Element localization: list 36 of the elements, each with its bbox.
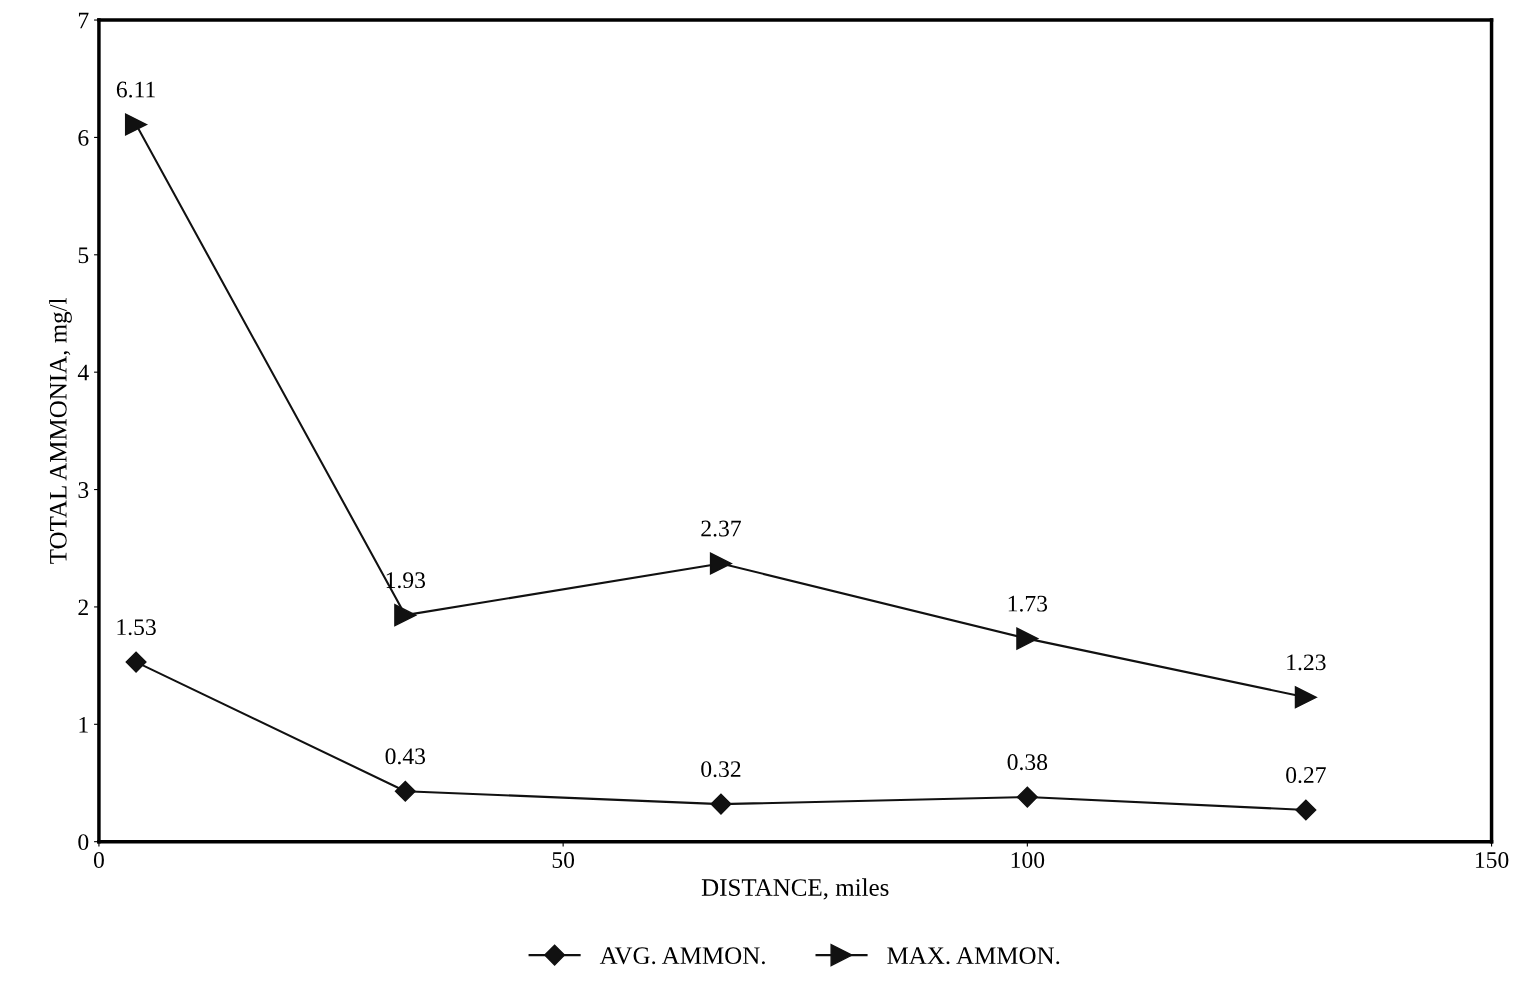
point <box>1016 627 1039 650</box>
x-tick-label: 100 <box>1011 852 1045 869</box>
legend-label: AVG. AMMON. <box>599 947 765 965</box>
y-tick-label: 0 <box>78 834 89 851</box>
y-axis-title: TOTAL AMMONIA, mg/l <box>49 297 72 564</box>
point <box>1016 786 1038 808</box>
point <box>709 552 733 575</box>
x-tick-label: 150 <box>1475 852 1509 869</box>
point <box>1294 686 1317 709</box>
y-tick-label: 5 <box>78 247 89 264</box>
x-axis-title: DISTANCE, miles <box>701 878 889 900</box>
point <box>394 604 417 627</box>
y-tick-label: 7 <box>78 12 89 29</box>
data-label: 1.53 <box>117 619 156 636</box>
point <box>394 780 416 802</box>
data-label: 1.73 <box>1008 595 1048 612</box>
data-label: 0.38 <box>1007 754 1048 771</box>
data-label: 6.11 <box>116 81 155 98</box>
data-label: 0.43 <box>385 748 426 765</box>
y-tick-label: 2 <box>78 599 88 616</box>
data-label: 1.93 <box>386 572 426 589</box>
y-tick-label: 6 <box>78 129 89 146</box>
y-tick-label: 4 <box>77 364 89 381</box>
legend-label: MAX. AMMON. <box>887 947 1060 965</box>
point <box>125 651 147 673</box>
data-label: 1.23 <box>1287 654 1326 671</box>
x-tick-label: 0 <box>93 852 104 869</box>
point <box>710 793 732 815</box>
point <box>124 113 148 136</box>
data-label: 0.32 <box>701 761 741 778</box>
data-label: 0.27 <box>1286 767 1326 784</box>
data-label: 2.37 <box>701 520 741 537</box>
point <box>1295 799 1317 821</box>
x-tick-label: 50 <box>552 852 575 869</box>
y-tick-label: 1 <box>79 716 88 733</box>
y-tick-label: 3 <box>78 482 89 498</box>
